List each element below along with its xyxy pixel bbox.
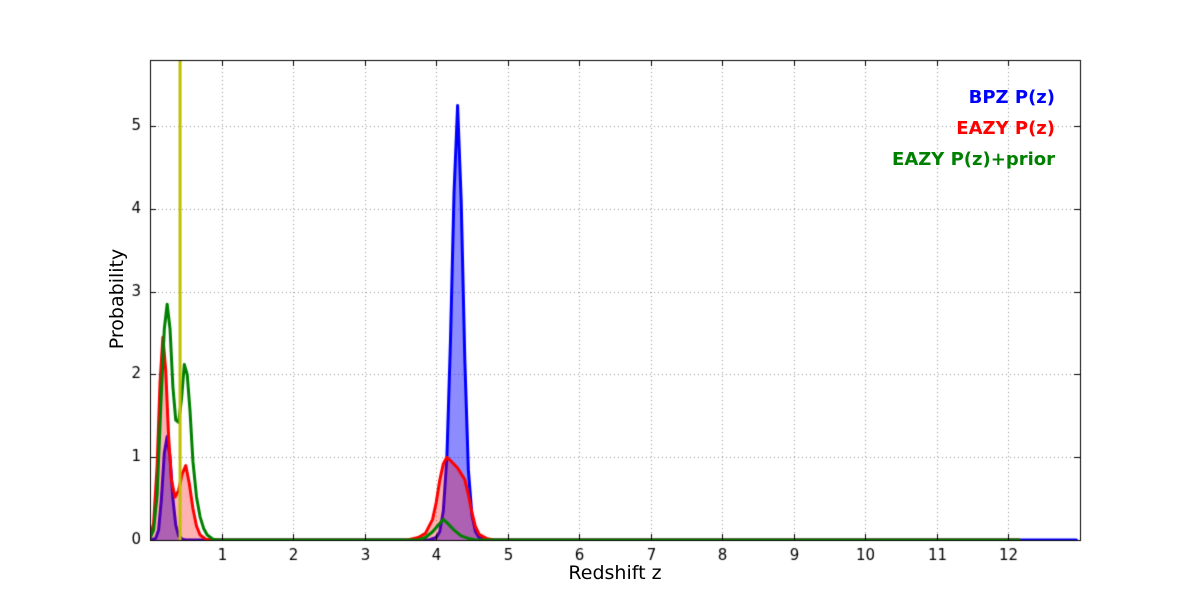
legend-item-eazy: EAZY P(z) [956, 118, 1055, 139]
legend-item-eazy-prior: EAZY P(z)+prior [892, 149, 1055, 170]
legend-item-bpz: BPZ P(z) [968, 87, 1055, 108]
y-axis-label: Probability [106, 248, 128, 350]
legend: BPZ P(z) EAZY P(z) EAZY P(z)+prior [892, 82, 1055, 175]
y-axis-label-wrap: Probability [106, 199, 128, 399]
x-axis-label: Redshift z [568, 562, 662, 584]
